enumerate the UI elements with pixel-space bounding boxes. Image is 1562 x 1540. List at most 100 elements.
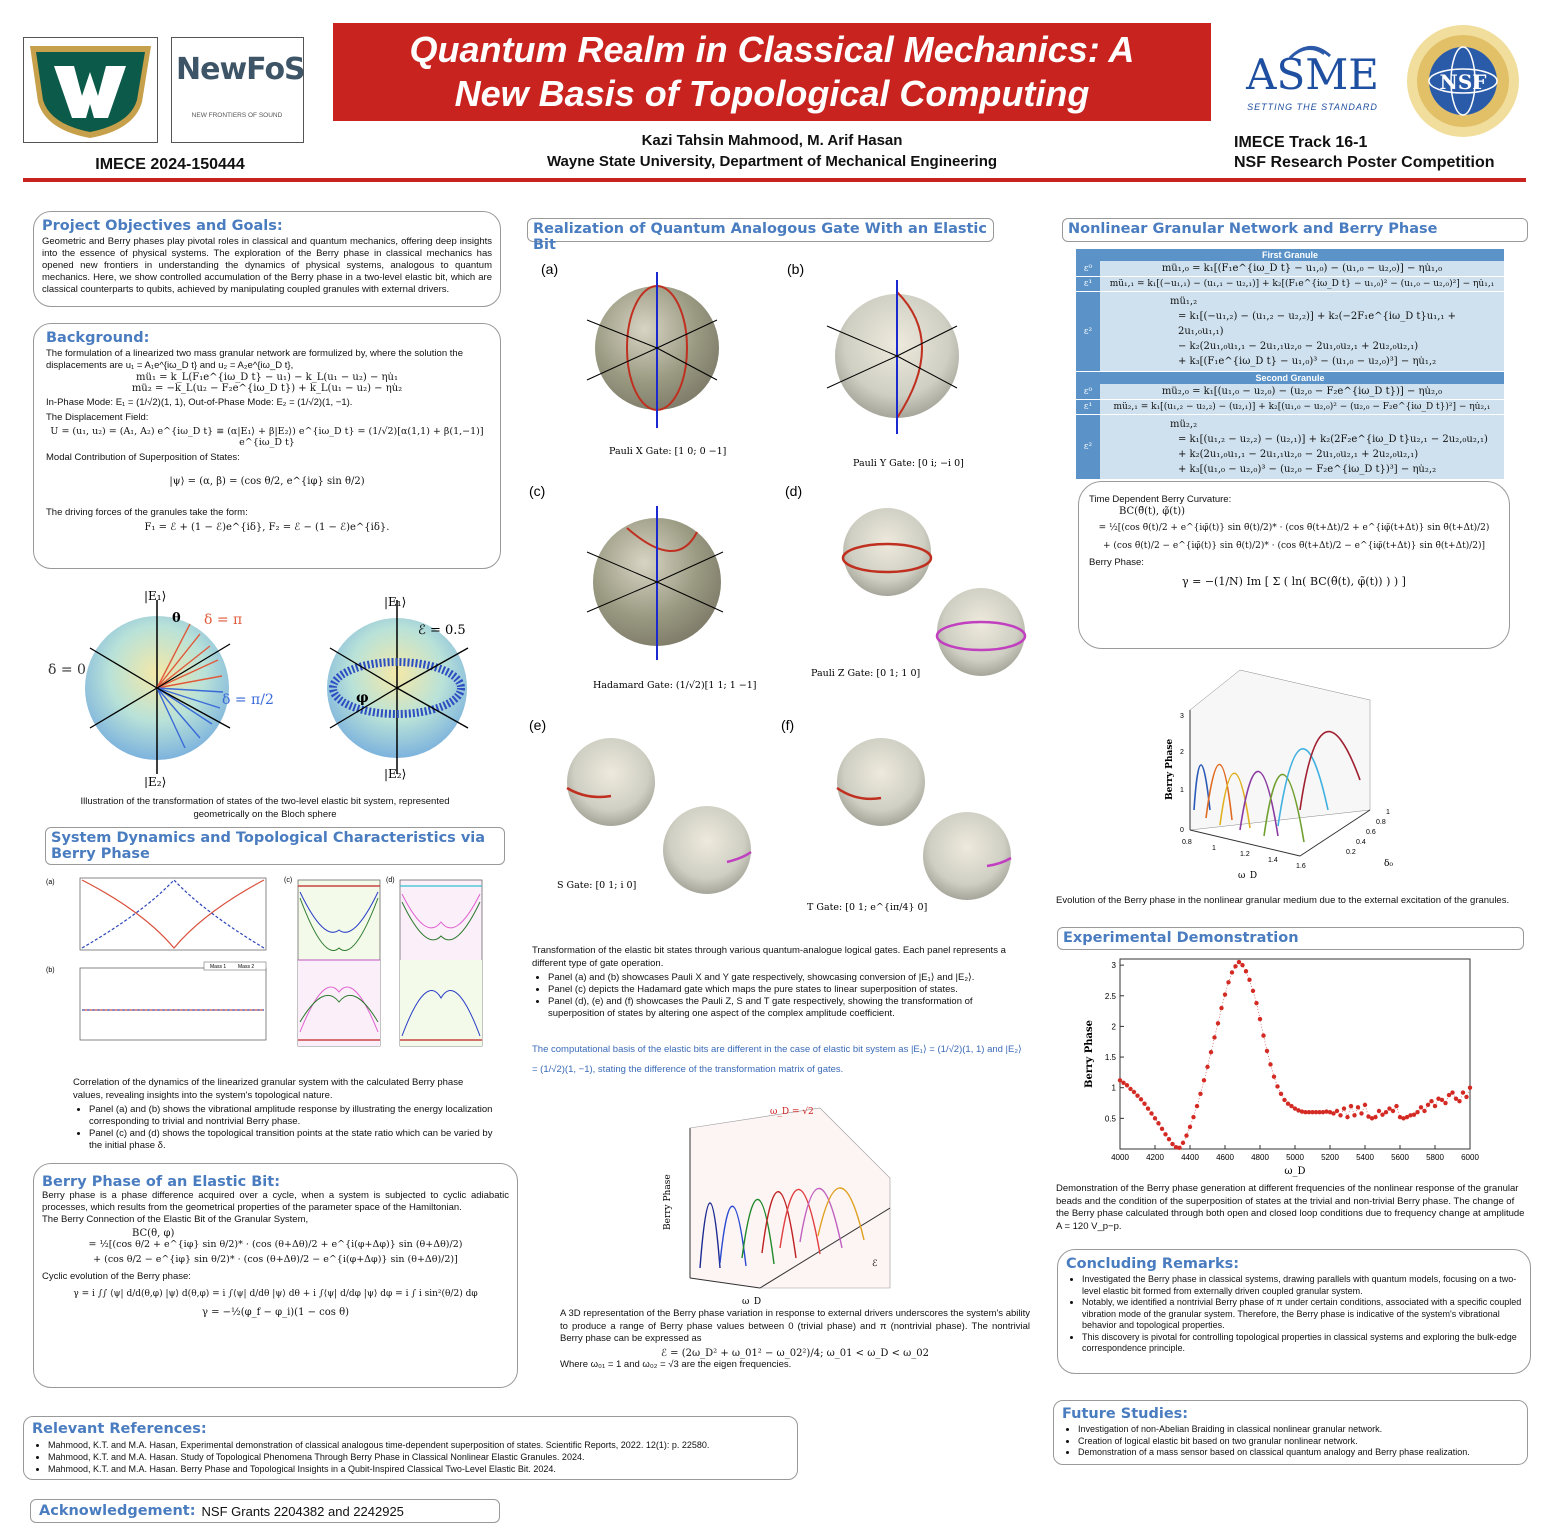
evolution-zlabel: Berry Phase	[1165, 739, 1175, 800]
gates-title: Realization of Quantum Analogous Gate Wi…	[533, 221, 987, 253]
acknowledgement-box: Acknowledgement: NSF Grants 2204382 and …	[30, 1499, 500, 1523]
poster-title-line1: Quantum Realm in Classical Mechanics: A	[409, 29, 1135, 70]
exp-x-tick-label: 4000	[1111, 1153, 1129, 1162]
evolution-ytick: 0.4	[1356, 839, 1366, 846]
eps1-label: ε¹	[1076, 276, 1100, 292]
track-line2: NSF Research Poster Competition	[1234, 154, 1495, 171]
bloch-left-e2: |E₂⟩	[144, 775, 166, 788]
exp-data-point	[1124, 1083, 1130, 1088]
second-granule-eq1: mü₂,₁ = k₁[(u₁,₂ − u₂,₂) − (u₂,₁)] + k₂[…	[1113, 402, 1491, 412]
surface-zlabel: Berry Phase	[663, 1174, 673, 1230]
exp-data-point	[1149, 1111, 1154, 1116]
exp-data-point	[1247, 977, 1252, 983]
evolution-ztick: 2	[1180, 749, 1184, 756]
background-eq2: mü₂ = −k_L(u₂ − F₂e^{iω_D t}) + k_L(u₁ −…	[131, 383, 403, 394]
affiliation: Wayne State University, Department of Me…	[546, 153, 998, 170]
berry-elastic-eq3: + (cos θ/2 − e^{iφ} sin θ/2)* · (cos (θ+…	[93, 1254, 458, 1265]
exp-y-tick-label: 3	[1112, 961, 1117, 970]
exp-data-point	[1254, 1000, 1259, 1006]
asme-logo-sub: SETTING THE STANDARD	[1247, 102, 1378, 112]
exp-data-point	[1394, 1103, 1399, 1109]
granule-equation-table: First Granule ε⁰ mü₁,₀ = k₁[(F₁e^{iω_D t}…	[1076, 249, 1504, 480]
eps1-label: ε¹	[1076, 399, 1100, 415]
exp-y-tick-label: 1	[1112, 1084, 1117, 1093]
dynamics-caption: Correlation of the dynamics of the linea…	[73, 1077, 464, 1101]
acknowledgement-text: NSF Grants 2204382 and 2242925	[201, 1503, 404, 1519]
exp-data-point	[1152, 1116, 1158, 1121]
first-granule-head: First Granule	[1076, 249, 1504, 261]
concluding-bullet: Investigated the Berry phase in classica…	[1082, 1274, 1522, 1297]
exp-data-point	[1163, 1132, 1168, 1137]
dynamics-bullet: Panel (c) and (d) shows the topological …	[89, 1128, 493, 1152]
exp-data-point	[1306, 1110, 1312, 1115]
eps2-label: ε²	[1076, 291, 1100, 372]
gates-bullet: Panel (a) and (b) showcases Pauli X and …	[548, 972, 1022, 984]
exp-data-point	[1194, 1103, 1200, 1109]
asme-logo-text: ASME	[1246, 50, 1379, 99]
exp-y-label: Berry Phase	[1084, 1020, 1095, 1088]
gates-bullet: Panel (d), (e) and (f) showcases the Pau…	[548, 996, 1022, 1020]
curvature-eq2: = ½[(cos θ̃(t)/2 + e^{iφ̃(t)} sin θ̃(t)/…	[1098, 523, 1490, 533]
second-granule-eq2c: + k₂(2u₁,₀u₁,₁ − 2u₁,₁u₂,₀ − 2u₁,₀u₂,₁ +…	[1178, 449, 1419, 460]
exp-data-point	[1376, 1108, 1382, 1114]
second-granule-eq0: mü₂,₀ = k₁[(u₁,₀ − u₂,₀) − (u₂,₀ − F₂e^{…	[1161, 386, 1443, 397]
gate-panel-d-label: (d)	[785, 483, 802, 499]
exp-data-point	[1282, 1097, 1287, 1103]
background-disp-label: The Displacement Field:	[46, 412, 149, 423]
evolution-xtick: 0.8	[1182, 839, 1192, 846]
exp-x-tick-label: 5800	[1426, 1153, 1444, 1162]
first-granule-eq0: mü₁,₀ = k₁[(F₁e^{iω_D t} − u₁,₀) − (u₁,₀…	[1161, 263, 1443, 274]
experimental-caption: Demonstration of the Berry phase generat…	[1056, 1183, 1525, 1232]
exp-data-point	[1383, 1110, 1389, 1115]
bloch-epsilon: ℰ = 0.5	[418, 623, 466, 638]
exp-data-point	[1226, 980, 1231, 985]
exp-data-point	[1464, 1094, 1469, 1100]
gate-a-gate: Pauli X Gate: [1 0; 0 −1]	[609, 446, 726, 457]
exp-data-point	[1359, 1111, 1364, 1116]
exp-data-point	[1229, 970, 1235, 975]
background-box: Background: The formulation of a lineari…	[33, 323, 501, 569]
exp-data-point	[1257, 1016, 1263, 1022]
evolution-xtick: 1.2	[1240, 851, 1250, 858]
future-bullet: Investigation of non-Abelian Braiding in…	[1078, 1424, 1519, 1436]
exp-data-point	[1313, 1110, 1319, 1115]
gate-e-gate: S Gate: [0 1; i 0]	[557, 880, 636, 891]
berry-elastic-cyc-label: Cyclic evolution of the Berry phase:	[42, 1271, 191, 1282]
dyn-panel-c: (c)	[284, 877, 292, 884]
gate-f-gate: T Gate: [0 1; e^{iπ/4} 0]	[807, 902, 927, 913]
newfos-logo-text: NewFoS	[176, 52, 306, 87]
references-title: Relevant References:	[32, 1421, 207, 1437]
exp-data-point	[1145, 1106, 1151, 1111]
first-granule-eq2a: mü₁,₂	[1170, 296, 1198, 307]
objectives-box: Project Objectives and Goals: Geometric …	[33, 211, 501, 307]
exp-data-point	[1177, 1145, 1182, 1150]
newfos-logo: NewFoS NEW FRONTIERS OF SOUND	[171, 37, 306, 143]
exp-data-point	[1268, 1062, 1273, 1067]
wayne-state-logo	[23, 37, 158, 143]
gate-sphere-d1	[843, 508, 931, 596]
exp-data-point	[1243, 969, 1249, 974]
exp-data-point	[1415, 1110, 1420, 1115]
evolution-ytick: 0.8	[1376, 819, 1386, 826]
surface-xlabel: ω_D	[742, 1297, 761, 1306]
berry-elastic-box: Berry Phase of an Elastic Bit: Berry pha…	[33, 1163, 518, 1388]
exp-data-point	[1317, 1110, 1322, 1115]
gates-caption: Transformation of the elastic bit states…	[532, 945, 1006, 969]
evolution-xtick: 1.6	[1296, 863, 1306, 870]
bloch-left-e1: |E₁⟩	[144, 589, 166, 603]
dyn-legend-mass2: Mass 2	[238, 964, 254, 970]
surface-caption: A 3D representation of the Berry phase v…	[560, 1308, 1030, 1344]
exp-data-point	[1271, 1074, 1277, 1079]
exp-data-point	[1432, 1103, 1438, 1109]
exp-data-point	[1425, 1102, 1431, 1108]
gate-sphere-d2	[937, 588, 1025, 676]
gate-panel-b-label: (b)	[787, 261, 804, 277]
background-disp-eq: U = (u₁, u₂) = (A₁, A₂) e^{iω_D t} ≡ (α|…	[50, 426, 484, 448]
exp-data-point	[1352, 1113, 1357, 1118]
concluding-box: Concluding Remarks: Investigated the Ber…	[1057, 1249, 1531, 1374]
evolution-figure: Berry Phase ω_D δ₀ 0 1 2 3 0.8 1 1.2 1.4…	[1160, 660, 1410, 881]
surface-eq: ℰ = (2ω_D² + ω_01² − ω_02²)/4; ω_01 < ω_…	[660, 1347, 930, 1359]
exp-data-point	[1264, 1048, 1270, 1054]
gate-d-gate: Pauli Z Gate: [0 1; 1 0]	[811, 668, 920, 679]
exp-data-point	[1338, 1113, 1343, 1118]
